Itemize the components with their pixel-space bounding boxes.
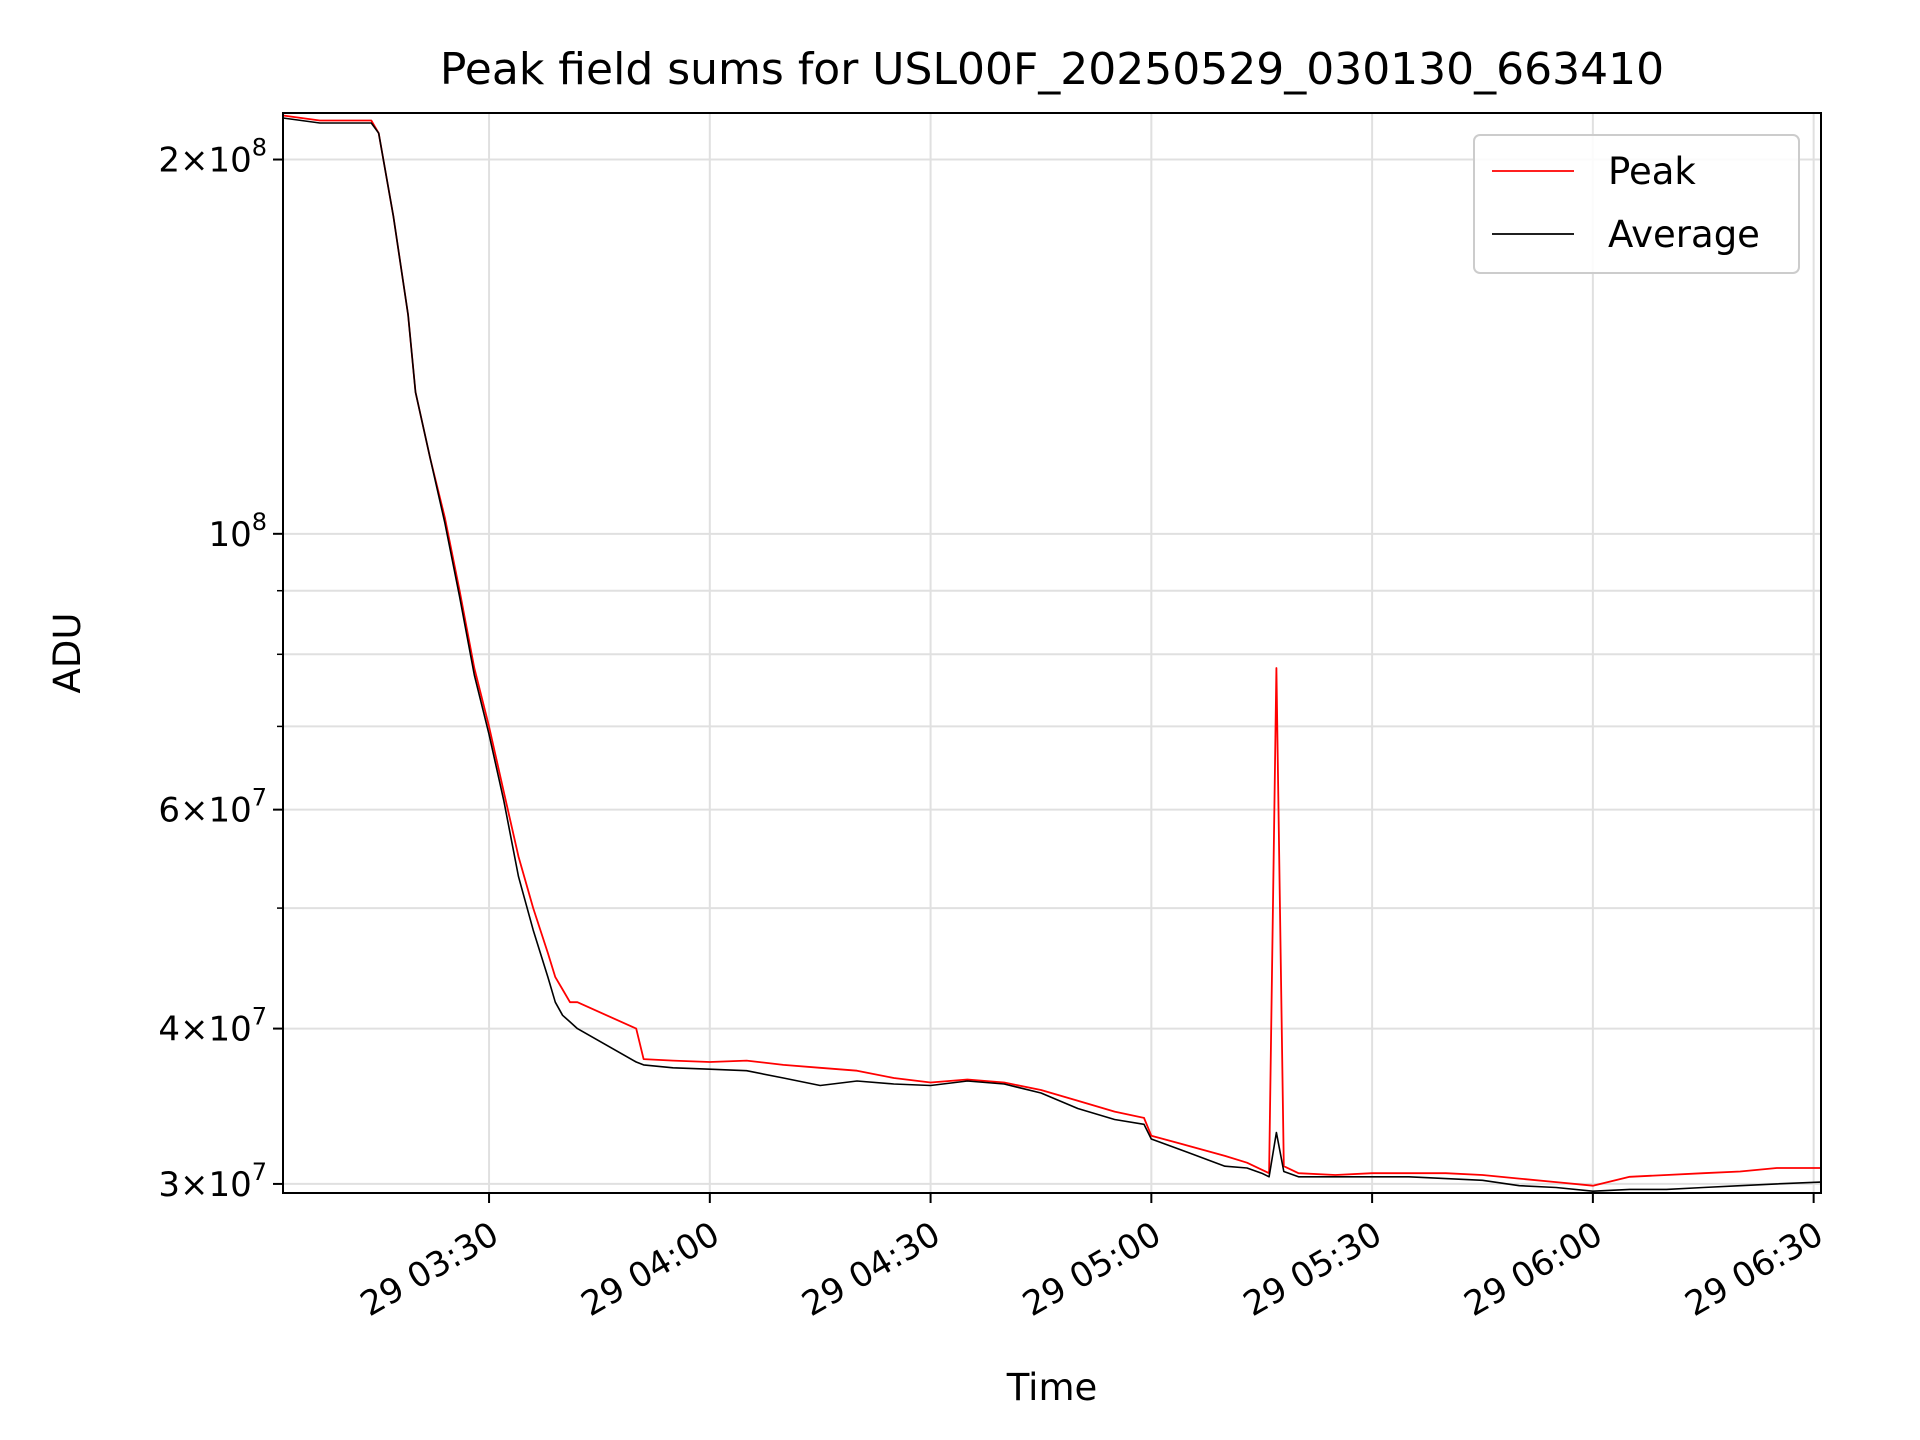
y-tick-mantissa: 2 [158, 141, 180, 181]
y-tick-exponent: 7 [252, 784, 267, 812]
legend-box [1473, 134, 1800, 274]
legend-label: Peak [1608, 150, 1696, 193]
y-tick-label: 3×107 [158, 1158, 267, 1205]
plot-frame [282, 112, 1822, 1194]
y-tick-exponent: 7 [252, 1158, 267, 1186]
chart-title: Peak field sums for USL00F_20250529_0301… [440, 44, 1664, 95]
y-tick-label: 2×108 [158, 134, 267, 181]
y-tick-label: 108 [208, 508, 267, 555]
y-tick-mantissa: 4 [158, 1010, 180, 1050]
y-tick-base: 10 [208, 791, 251, 831]
y-tick-times: × [180, 141, 209, 181]
y-tick-label: 6×107 [158, 784, 267, 831]
y-tick-exponent: 8 [252, 508, 267, 536]
x-axis-label: Time [1006, 1366, 1098, 1409]
y-tick-base: 10 [208, 1165, 251, 1205]
y-axis-label: ADU [46, 613, 89, 694]
series-line-peak [282, 114, 1821, 1187]
y-tick-mantissa: 6 [158, 791, 180, 831]
y-tick-base: 10 [208, 1010, 251, 1050]
series-line-average [282, 117, 1822, 1192]
grid [283, 113, 1821, 1193]
y-tick-times: × [180, 791, 209, 831]
y-tick-mantissa: 3 [158, 1165, 180, 1205]
y-tick-exponent: 8 [252, 134, 267, 162]
series-layer [282, 114, 1822, 1192]
y-tick-times: × [180, 1165, 209, 1205]
y-tick-exponent: 7 [252, 1003, 267, 1031]
legend-label: Average [1608, 213, 1760, 256]
legend: Peak Average [1473, 134, 1800, 274]
y-tick-label: 4×107 [158, 1003, 267, 1050]
y-tick-base: 10 [208, 141, 251, 181]
y-tick-base: 10 [208, 515, 251, 555]
y-tick-times: × [180, 1010, 209, 1050]
